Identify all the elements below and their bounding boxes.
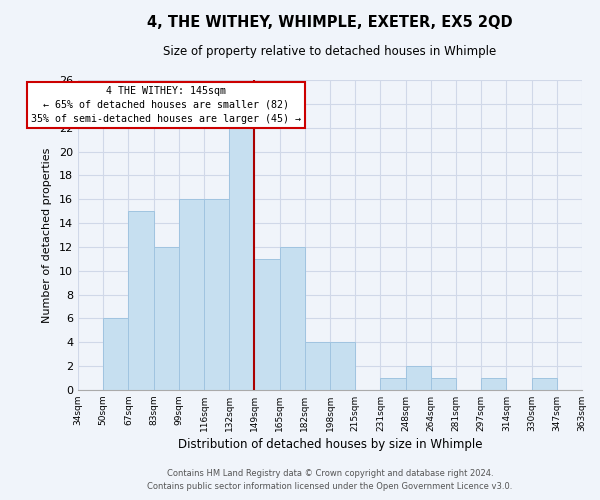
Bar <box>406 366 431 390</box>
Bar <box>305 342 330 390</box>
Bar <box>154 247 179 390</box>
Bar <box>380 378 406 390</box>
Bar <box>179 199 204 390</box>
Bar <box>128 211 154 390</box>
Text: 4, THE WITHEY, WHIMPLE, EXETER, EX5 2QD: 4, THE WITHEY, WHIMPLE, EXETER, EX5 2QD <box>147 15 513 30</box>
Text: Contains HM Land Registry data © Crown copyright and database right 2024.: Contains HM Land Registry data © Crown c… <box>167 468 493 477</box>
Bar <box>229 128 254 390</box>
Y-axis label: Number of detached properties: Number of detached properties <box>42 148 52 322</box>
Bar <box>532 378 557 390</box>
Text: Contains public sector information licensed under the Open Government Licence v3: Contains public sector information licen… <box>148 482 512 491</box>
Text: Size of property relative to detached houses in Whimple: Size of property relative to detached ho… <box>163 45 497 58</box>
Bar <box>330 342 355 390</box>
Bar <box>481 378 506 390</box>
Bar <box>431 378 456 390</box>
Bar <box>204 199 229 390</box>
Bar <box>280 247 305 390</box>
Bar <box>254 259 280 390</box>
Bar <box>103 318 128 390</box>
Text: 4 THE WITHEY: 145sqm
← 65% of detached houses are smaller (82)
35% of semi-detac: 4 THE WITHEY: 145sqm ← 65% of detached h… <box>31 86 301 124</box>
X-axis label: Distribution of detached houses by size in Whimple: Distribution of detached houses by size … <box>178 438 482 451</box>
